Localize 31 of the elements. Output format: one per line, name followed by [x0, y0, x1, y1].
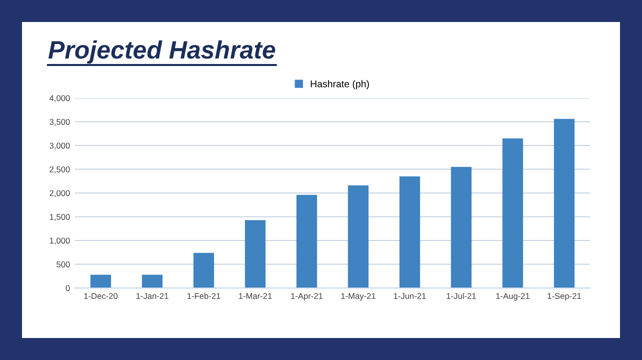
- x-tick-label: 1-Jun-21: [394, 293, 426, 299]
- bar: [142, 274, 163, 288]
- x-tick-label: 1-Jul-21: [446, 292, 476, 299]
- bar: [554, 118, 575, 288]
- y-tick-label: 500: [56, 261, 70, 268]
- x-tick-label: 1-Mar-21: [238, 293, 272, 299]
- chart-title: Projected Hashrate: [48, 40, 276, 64]
- y-tick-label: 3,000: [50, 142, 70, 150]
- x-tick-label: 1-Dec-20: [84, 293, 118, 299]
- bar: [244, 220, 266, 288]
- x-tick-label: 1-Sep-21: [548, 293, 581, 301]
- bar: [296, 194, 318, 288]
- bar: [450, 166, 472, 288]
- x-tick-label: 1-Jan-21: [136, 293, 168, 299]
- y-tick-label: 1,500: [50, 214, 70, 221]
- bar: [193, 252, 214, 288]
- bar: [502, 138, 524, 288]
- x-tick-label: 1-Apr-21: [291, 293, 323, 301]
- x-tick-label: 1-Feb-21: [187, 292, 220, 299]
- y-tick-label: 3,500: [50, 118, 70, 126]
- y-tick-label: 4,000: [49, 95, 70, 102]
- bar: [348, 185, 369, 288]
- bar: [90, 274, 112, 288]
- y-tick-label: 0: [66, 285, 70, 292]
- x-tick-label: 1-May-21: [341, 293, 376, 301]
- y-tick-label: 2,500: [50, 166, 70, 174]
- y-tick-label: 1,000: [50, 238, 70, 245]
- y-tick-label: 2,000: [50, 190, 70, 198]
- bar: [399, 176, 420, 288]
- x-tick-label: 1-Aug-21: [496, 293, 530, 301]
- legend-label: Hashrate (ph): [310, 80, 369, 90]
